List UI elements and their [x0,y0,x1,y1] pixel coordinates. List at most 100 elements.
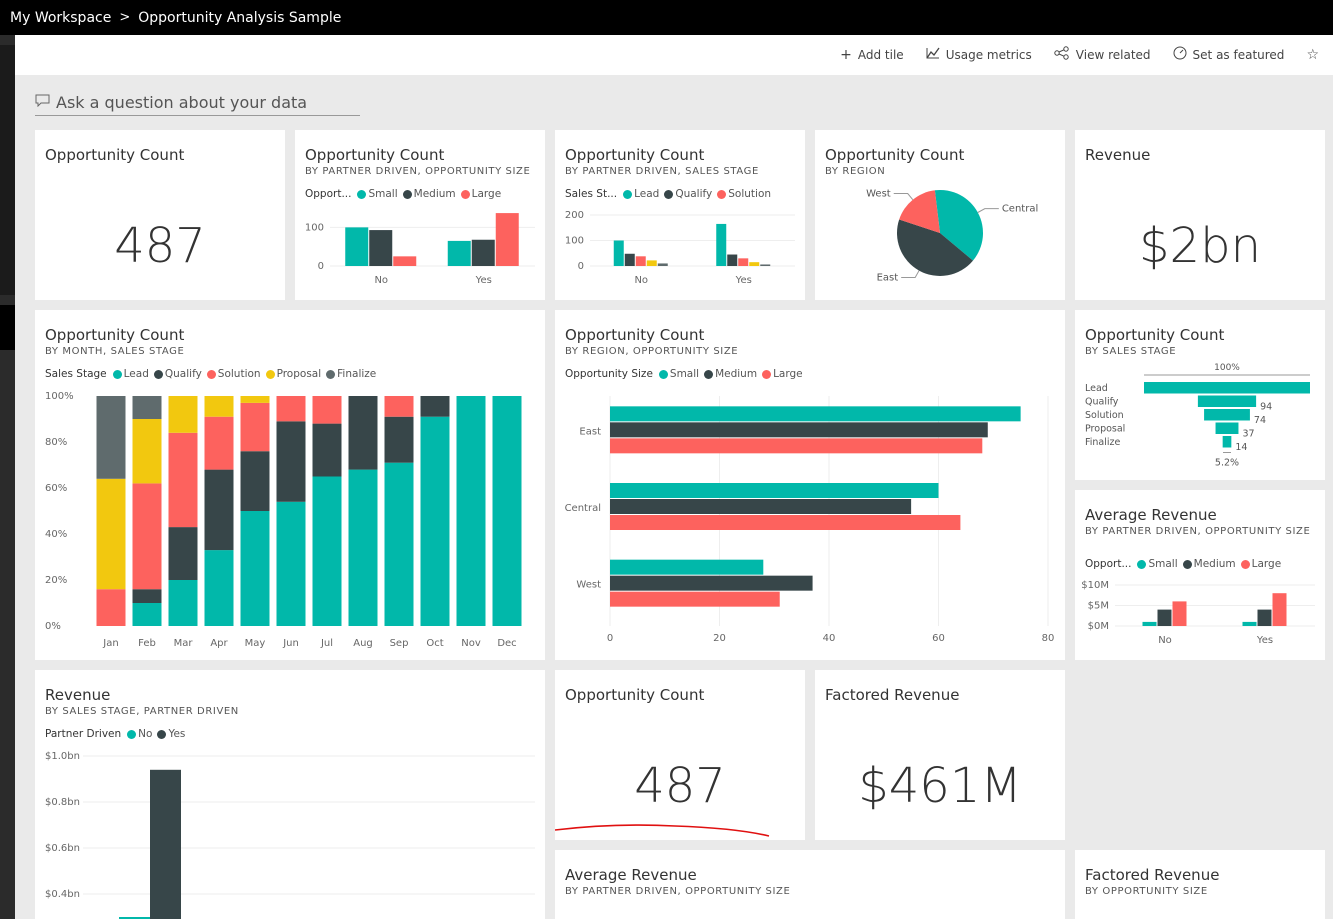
breadcrumb-workspace[interactable]: My Workspace [10,9,112,26]
stacked-bar-segment [204,550,234,626]
bar [760,264,771,266]
x-tick-label: 0 [607,633,613,644]
legend-title: Partner Driven [45,728,122,740]
set-as-featured-button[interactable]: Set as featured [1173,46,1284,64]
stacked-bar-segment [492,396,522,626]
stacked-bar-segment [132,589,162,603]
stacked-bar-segment [384,396,414,417]
tile-count-by-partner-size[interactable]: Opportunity Count BY PARTNER DRIVEN, OPP… [295,130,545,300]
tile-title: Factored Revenue [1085,866,1220,884]
funnel-category-label: Proposal [1085,424,1125,435]
y-tick-label: 0% [45,621,61,632]
funnel-chart: 100% Lead Qualify 94 Solution 74 Proposal 37 Fin… [1085,363,1310,469]
tile-subtitle: BY PARTNER DRIVEN, OPPORTUNITY SIZE [565,886,791,897]
stacked-bar-segment [240,402,270,452]
bar [610,591,780,607]
tile-title: Opportunity Count [45,326,185,344]
tile-title: Average Revenue [1085,506,1217,524]
tile-subtitle: BY PARTNER DRIVEN, OPPORTUNITY SIZE [1085,526,1311,537]
tile-opportunity-count-card[interactable]: Opportunity Count 487 [35,130,285,300]
stacked-bar-segment [132,603,162,626]
x-tick-label: 60 [932,633,945,644]
legend-item: Large [773,368,803,380]
tile-title: Opportunity Count [45,146,185,164]
bar [727,254,738,266]
tile-factored-revenue-by-size[interactable]: Factored Revenue BY OPPORTUNITY SIZE [1075,850,1325,919]
x-tick-label: Feb [138,638,156,649]
favorite-star-button[interactable]: ☆ [1306,47,1325,63]
chart-legend: Opport... Small Medium Large [1085,558,1286,570]
y-tick-label: West [576,580,601,591]
legend-item: Qualify [675,188,713,200]
stacked-bar-segment [420,416,450,626]
tile-average-revenue-2[interactable]: Average Revenue BY PARTNER DRIVEN, OPPOR… [555,850,1065,919]
funnel-bar [1144,382,1310,394]
usage-metrics-button[interactable]: Usage metrics [926,47,1032,63]
legend-item: Solution [728,188,772,200]
stacked-bar-segment [384,416,414,463]
tile-count-by-partner-stage[interactable]: Opportunity Count BY PARTNER DRIVEN, SAL… [555,130,805,300]
view-related-button[interactable]: View related [1054,46,1151,64]
x-tick-label: Oct [426,638,443,649]
bar [635,256,646,266]
tile-count-by-region-size[interactable]: Opportunity Count BY REGION, OPPORTUNITY… [555,310,1065,660]
bar [119,917,150,919]
tile-count-by-sales-stage-funnel[interactable]: Opportunity Count BY SALES STAGE 100% Lea… [1075,310,1325,480]
pie-chart: Central East West [866,189,1038,284]
qna-input[interactable]: Ask a question about your data [35,90,360,116]
bar [624,253,635,266]
tile-count-by-month-stage[interactable]: Opportunity Count BY MONTH, SALES STAGE … [35,310,545,660]
stacked-bar-segment [348,396,378,470]
x-tick-label: Nov [461,638,481,649]
stacked-bar-segment [168,580,198,626]
legend-item: Qualify [164,368,202,380]
breadcrumb-separator: > [119,10,131,25]
bar [716,223,727,266]
tile-subtitle: BY SALES STAGE [1085,346,1177,357]
funnel-category-label: Solution [1085,410,1124,421]
bar [610,559,764,575]
slice-label: West [866,189,891,200]
legend-item: No [138,728,153,740]
tile-factored-revenue-card[interactable]: Factored Revenue $461M [815,670,1065,840]
x-tick-label: Yes [1256,635,1273,646]
legend-item: Large [471,188,502,200]
bar [345,227,369,266]
y-tick-label: East [579,426,601,437]
legend-item: Medium [1193,558,1236,570]
slice-label: Central [1002,204,1038,215]
funnel-bar [1204,409,1250,421]
x-tick-label: Jan [102,638,118,649]
left-nav-rail[interactable] [0,35,15,919]
breadcrumb-report[interactable]: Opportunity Analysis Sample [138,9,342,26]
y-tick-label: $0M [1088,621,1109,632]
bar [1257,609,1272,626]
x-tick-label: May [245,638,266,649]
tile-average-revenue[interactable]: Average Revenue BY PARTNER DRIVEN, OPPOR… [1075,490,1325,660]
tile-title: Revenue [1085,146,1151,164]
funnel-bottom-label: 5.2% [1215,458,1239,469]
bar [657,263,668,266]
tile-subtitle: BY REGION, OPPORTUNITY SIZE [565,346,739,357]
tile-revenue-card[interactable]: Revenue $2bn [1075,130,1325,300]
bar [393,256,417,266]
tile-count-by-region-pie[interactable]: Opportunity Count BY REGION Central East W… [815,130,1065,300]
pie-slice [899,190,940,233]
legend-title: Opport... [305,188,352,200]
funnel-value-label: 74 [1254,415,1266,426]
tile-revenue-by-stage-partner[interactable]: Revenue BY SALES STAGE, PARTNER DRIVEN P… [35,670,545,919]
kpi-value: 487 [634,758,726,814]
tile-subtitle: BY PARTNER DRIVEN, OPPORTUNITY SIZE [305,166,531,177]
stacked-bar-segment [204,469,234,551]
bar [495,213,519,266]
chart-icon [926,47,940,63]
tile-title: Opportunity Count [305,146,445,164]
horizontal-bar-chart: 0 20 40 60 80 East Central West [565,396,1054,644]
stacked-bar-segment [96,589,126,626]
add-tile-button[interactable]: + Add tile [840,47,904,63]
tile-opportunity-count-card-2[interactable]: Opportunity Count 487 [555,670,805,840]
y-tick-label: $10M [1081,580,1109,591]
leader-line [901,270,920,279]
funnel-category-label: Lead [1085,383,1108,394]
pie-slice [934,190,983,261]
